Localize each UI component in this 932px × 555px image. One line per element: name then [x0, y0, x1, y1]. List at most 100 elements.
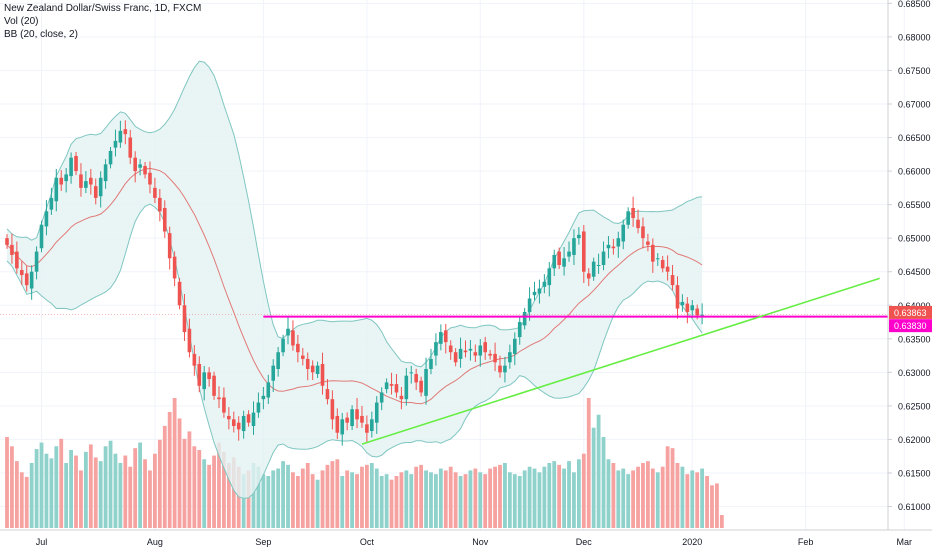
volume-bar	[172, 398, 177, 528]
candle-body	[325, 389, 330, 400]
candle-body	[177, 281, 182, 306]
volume-bar	[286, 464, 290, 528]
volume-bar	[325, 464, 330, 528]
volume-bar	[340, 476, 345, 528]
volume-bar	[641, 463, 645, 528]
volume-bar	[631, 470, 636, 528]
price-tick-label: 0.63500	[898, 334, 931, 344]
last-price-label-badge	[889, 305, 932, 319]
candle-body	[586, 273, 591, 279]
volume-bar	[128, 466, 133, 528]
candle-body	[404, 375, 409, 400]
candle-body	[532, 291, 537, 296]
candle-body	[153, 187, 157, 198]
candle-body	[133, 157, 137, 172]
candle-body	[340, 419, 345, 435]
candle-body	[517, 322, 522, 338]
time-axis[interactable]: Jul Aug Sep Oct Nov Dec 2020 Feb Mar	[36, 537, 912, 547]
volume-bar	[700, 468, 705, 528]
volume-bar	[626, 474, 631, 528]
volume-bar	[517, 476, 522, 528]
volume-bar	[369, 463, 374, 528]
candle-body	[577, 234, 581, 239]
volume-bar	[557, 464, 562, 528]
volume-bar	[601, 437, 606, 528]
volume-bar	[217, 442, 221, 528]
candle-body	[128, 137, 133, 158]
candle-body	[370, 419, 374, 432]
volume-bar	[379, 476, 384, 528]
volume-bar	[305, 463, 310, 528]
volume-bar	[79, 470, 83, 528]
candle-body	[458, 348, 463, 359]
price-tick-label: 0.68500	[898, 0, 931, 9]
candle-body	[621, 224, 626, 242]
candle-body	[64, 174, 68, 182]
volume-bar	[389, 479, 394, 528]
price-tick-label: 0.61000	[898, 502, 931, 512]
candle-body	[641, 226, 645, 239]
volume-bar	[177, 418, 182, 528]
volume-bar	[345, 470, 350, 528]
time-tick-label: Feb	[798, 537, 814, 547]
candle-body	[241, 415, 246, 432]
volume-bar	[394, 476, 399, 528]
candle-body	[10, 244, 14, 255]
time-tick-label: Oct	[360, 537, 375, 547]
volume-bar	[355, 474, 359, 528]
candle-body	[537, 288, 542, 294]
volume-bar	[162, 425, 167, 528]
candle-body	[84, 181, 88, 188]
candle-body	[315, 365, 320, 375]
drawing-tools[interactable]	[0, 277, 888, 445]
volume-bar	[498, 464, 502, 528]
candle-body	[355, 409, 359, 420]
candle-body	[443, 330, 448, 343]
candle-body	[187, 328, 192, 353]
volume-bar	[532, 468, 537, 528]
volume-bar	[429, 472, 433, 528]
volume-bar	[251, 463, 256, 528]
volume-bar	[241, 474, 246, 528]
volume-bar	[266, 476, 271, 528]
bollinger-indicator-label[interactable]: BB (20, close, 2)	[4, 29, 78, 40]
candle-body	[143, 166, 147, 175]
candle-body	[606, 244, 611, 249]
price-tick-label: 0.66000	[898, 167, 931, 177]
candle-body	[256, 402, 261, 413]
volume-indicator-label[interactable]: Vol (20)	[4, 16, 39, 27]
symbol-title[interactable]: New Zealand Dollar/Swiss Franc, 1D, FXCM	[4, 3, 202, 14]
candle-body	[207, 372, 211, 380]
volume-bar	[650, 468, 655, 528]
price-tick-label: 0.68000	[898, 32, 931, 42]
volume-bar	[167, 411, 172, 528]
volume-bar	[320, 470, 325, 528]
volume-bar	[690, 470, 695, 528]
volume-bar	[670, 448, 675, 528]
candle-body	[54, 177, 59, 202]
candle-body	[19, 270, 24, 276]
candle-body	[379, 392, 384, 403]
candle-body	[98, 177, 103, 197]
candle-body	[118, 130, 123, 143]
candle-body	[582, 231, 586, 272]
volume-bar	[246, 470, 251, 528]
price-axis[interactable]: 0.68500 0.68000 0.67500 0.67000 0.66500 0.660…	[0, 0, 932, 531]
volume-bars	[5, 398, 724, 528]
price-tick-label: 0.63000	[898, 368, 931, 378]
volume-bar	[488, 468, 493, 528]
candle-body	[419, 380, 423, 393]
candle-body	[251, 412, 256, 427]
volume-bar	[404, 470, 409, 528]
volume-bar	[655, 472, 660, 528]
candle-body	[636, 219, 640, 229]
candle-body	[591, 261, 596, 277]
candle-body	[384, 382, 389, 390]
candle-body	[690, 305, 695, 311]
volume-bar	[143, 459, 147, 528]
volume-bar	[715, 483, 719, 528]
volume-bar	[419, 464, 424, 528]
candle-body	[59, 177, 64, 185]
